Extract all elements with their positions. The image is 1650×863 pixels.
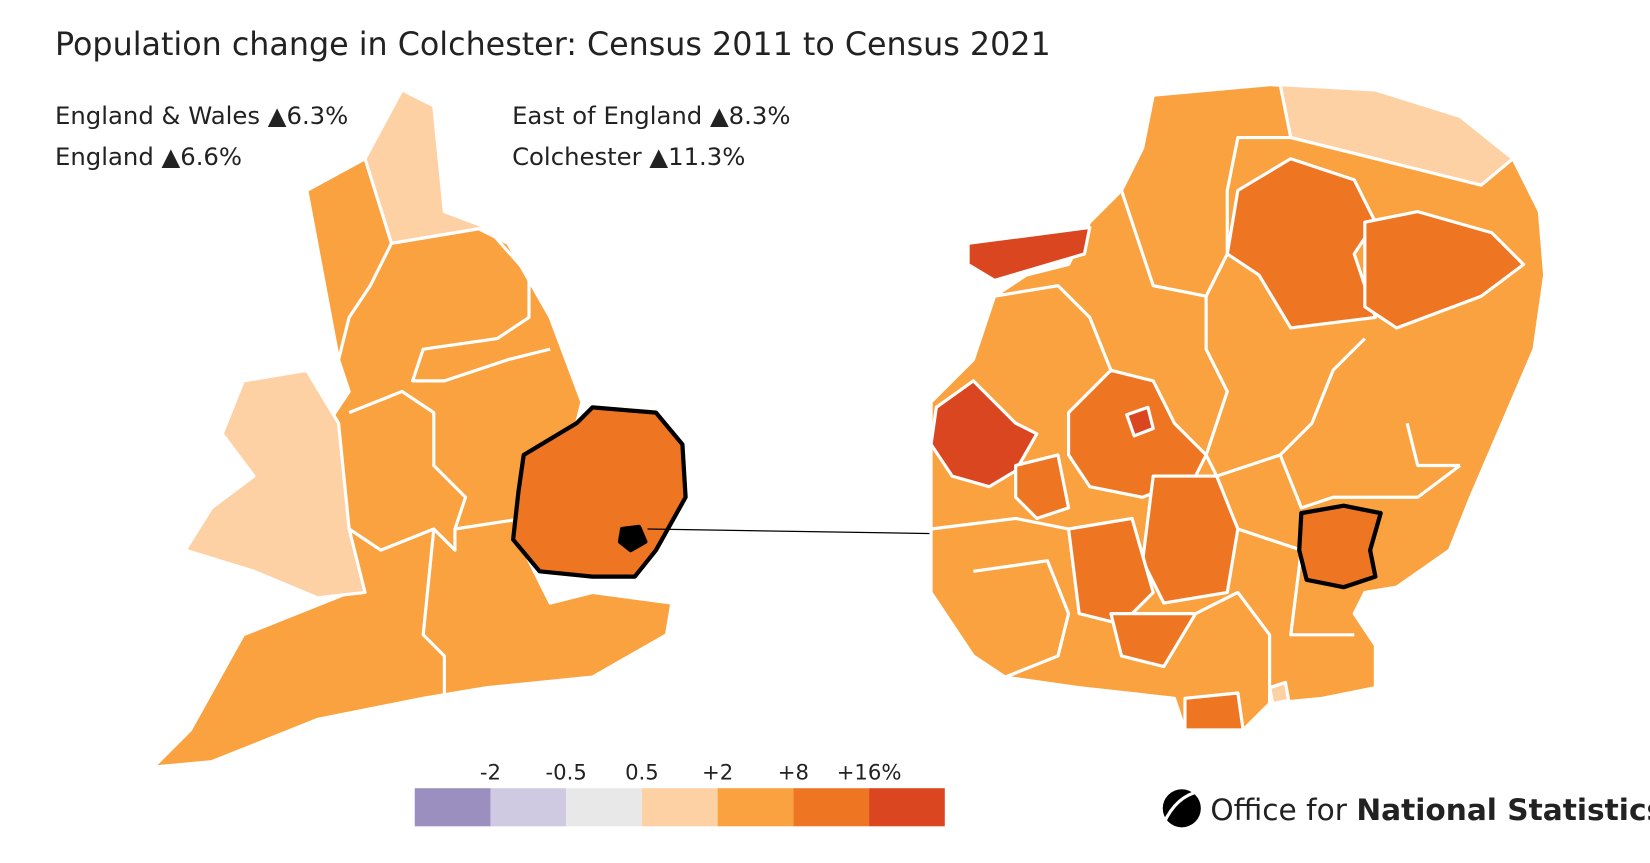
legend-swatch bbox=[641, 788, 718, 827]
stat-change: ▲11.3% bbox=[649, 142, 745, 171]
legend-label: -0.5 bbox=[546, 760, 587, 785]
district bbox=[1014, 453, 1071, 521]
legend-swatch bbox=[793, 788, 870, 827]
region-border bbox=[348, 389, 468, 552]
district bbox=[1363, 210, 1526, 330]
region-border bbox=[421, 528, 446, 699]
stat: England ▲6.6% bbox=[55, 142, 242, 171]
stat-name: England & Wales bbox=[55, 101, 260, 130]
stat-change: ▲6.6% bbox=[162, 142, 243, 171]
wales bbox=[183, 368, 367, 600]
stat: England & Wales ▲6.3% bbox=[55, 101, 348, 130]
district-border bbox=[1119, 135, 1291, 298]
legend-swatch bbox=[566, 788, 642, 827]
colchester bbox=[1297, 503, 1383, 590]
district bbox=[1109, 612, 1198, 669]
stat-name: Colchester bbox=[512, 142, 642, 171]
legend: -2 -0.5 0.5 +2 +8 +16% bbox=[414, 760, 945, 827]
district bbox=[1268, 680, 1291, 706]
district bbox=[1183, 691, 1245, 732]
stat: East of England ▲8.3% bbox=[512, 101, 790, 130]
district-border bbox=[930, 516, 1069, 531]
legend-label: +2 bbox=[702, 760, 733, 785]
legend-swatch bbox=[490, 788, 567, 827]
district bbox=[1125, 405, 1155, 438]
legend-label: +8 bbox=[778, 760, 809, 785]
district-border bbox=[1278, 454, 1461, 510]
stat-name: East of England bbox=[512, 101, 702, 130]
region-border bbox=[337, 242, 393, 361]
district bbox=[1278, 83, 1515, 187]
district-border bbox=[1194, 590, 1272, 704]
legend-swatch bbox=[869, 788, 945, 827]
title: Population change in Colchester: Census … bbox=[55, 27, 1051, 63]
legend-swatch bbox=[414, 788, 491, 827]
district bbox=[1066, 516, 1155, 626]
legend-label: -2 bbox=[480, 760, 501, 785]
district-border bbox=[973, 559, 1071, 679]
logo-text-bold: National Statistics bbox=[1356, 793, 1650, 827]
district bbox=[1141, 474, 1240, 605]
region-border bbox=[391, 225, 551, 383]
district bbox=[966, 225, 1092, 282]
stat-change: ▲8.3% bbox=[710, 101, 791, 130]
north-east bbox=[363, 88, 489, 245]
legend-swatch bbox=[717, 788, 794, 827]
district-border bbox=[1405, 422, 1461, 468]
region-border bbox=[454, 516, 524, 531]
logo-text: Office for National Statistics bbox=[1210, 793, 1650, 827]
district-border bbox=[1237, 527, 1355, 637]
stat-name: England bbox=[55, 142, 154, 171]
district-border bbox=[994, 284, 1113, 371]
england-wales-map bbox=[151, 88, 688, 769]
legend-label: 0.5 bbox=[625, 760, 659, 785]
logo-text-plain: Office for bbox=[1210, 793, 1347, 827]
stat-change: ▲6.3% bbox=[268, 101, 349, 130]
stat: Colchester ▲11.3% bbox=[512, 142, 745, 171]
east-of-england bbox=[929, 83, 1547, 732]
logo-mark bbox=[1162, 789, 1201, 828]
district-border bbox=[1204, 296, 1366, 478]
east-of-england-map bbox=[929, 83, 1547, 732]
logo-mark bbox=[1162, 789, 1201, 824]
ons-logo: Office for National Statistics bbox=[1162, 789, 1650, 828]
legend-label: +16% bbox=[837, 760, 902, 785]
colchester bbox=[617, 524, 648, 553]
